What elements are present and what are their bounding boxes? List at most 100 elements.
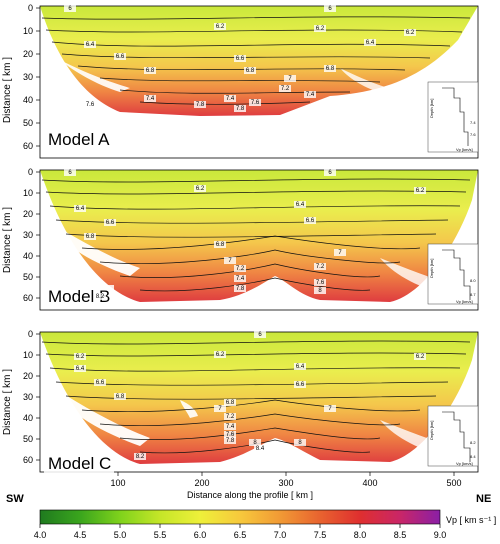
svg-text:8.7: 8.7: [470, 292, 476, 297]
y-tick-label: 0: [28, 3, 33, 13]
x-tick-label: 500: [446, 478, 461, 488]
contour-label: 7.8: [236, 286, 245, 292]
y-tick-label: 10: [23, 350, 33, 360]
svg-text:7.6: 7.6: [470, 132, 476, 137]
svg-text:Depth [km]: Depth [km]: [429, 421, 434, 440]
contour-label: 6.2: [316, 26, 325, 32]
contour-label-bg: [294, 381, 306, 388]
contour-label-bg: [64, 5, 76, 12]
y-tick-label: 60: [23, 455, 33, 465]
contour-lines: [41, 340, 471, 454]
colorbar-label: Vp [ km s⁻¹ ]: [446, 515, 496, 525]
model-label: Model B: [48, 287, 110, 306]
colorbar-tick-label: 6.0: [194, 530, 207, 540]
contour-label: 6.4: [86, 42, 95, 48]
contour-label: 7.6: [86, 102, 95, 108]
contour-label-bg: [194, 185, 206, 192]
inset-velocity-profile: 7.4 7.6 Depth [km] Vp [km/s]: [427, 81, 479, 153]
y-tick-label: 50: [23, 272, 33, 282]
contour-label: 6.8: [86, 234, 95, 240]
contour-label: 6.8: [246, 68, 255, 74]
contour-label: 6: [328, 170, 332, 176]
contour-label: 8: [298, 440, 302, 446]
colorbar-tick-label: 8.5: [394, 530, 407, 540]
contour-label: 8: [318, 288, 322, 294]
contour-label-bg: [74, 205, 86, 212]
contour-label: 7: [288, 76, 292, 82]
svg-text:Vp [km/s]: Vp [km/s]: [456, 147, 473, 152]
contour-label-bg: [224, 431, 236, 438]
colorbar-tick-label: 7.0: [274, 530, 287, 540]
contour-label-bg: [324, 169, 336, 176]
contour-label-bg: [134, 453, 146, 460]
contour-label-bg: [114, 53, 126, 60]
svg-text:Depth [km]: Depth [km]: [429, 259, 434, 278]
contour-label-bg: [324, 65, 336, 72]
contour-label: 6.4: [76, 366, 85, 372]
contour-label-bg: [214, 351, 226, 358]
colorbar-tick-label: 7.5: [314, 530, 327, 540]
contour-label-bg: [234, 265, 246, 272]
inset-velocity-profile: 8.2 8.4 Depth [km] Vp [km/s]: [427, 405, 479, 467]
contour-label: 7: [338, 250, 342, 256]
contour-label: 7: [218, 406, 222, 412]
contour-label: 6.6: [106, 220, 115, 226]
contour-label: 7: [228, 258, 232, 264]
x-tick-label: 100: [110, 478, 125, 488]
contour-label: 6.4: [366, 40, 375, 46]
contour-label: 7.6: [316, 280, 325, 286]
svg-text:8.4: 8.4: [470, 454, 476, 459]
panel-model-b: 0 10 20 30 40 50 60 Distance [ km ] Model B 8.…: [2, 167, 479, 311]
unresolved-zone: [60, 60, 130, 92]
contour-label-bg: [74, 365, 86, 372]
y-axis-label: Distance [ km ]: [2, 207, 13, 273]
contour-label-bg: [234, 285, 246, 292]
model-label-box: [44, 128, 114, 150]
y-tick-label: 50: [23, 434, 33, 444]
colorbar-tick-label: 4.5: [74, 530, 87, 540]
contour-label: 6: [68, 170, 72, 176]
y-axis-label: Distance [ km ]: [2, 369, 13, 435]
contour-label: 6.4: [296, 364, 305, 370]
contour-label: 6.4: [76, 206, 85, 212]
x-axis-ticks: 100 200 300 400 500: [110, 472, 462, 488]
contour-label-bg: [94, 379, 106, 386]
contour-label: 6.2: [76, 354, 85, 360]
contour-label: 6: [68, 6, 72, 12]
contour-label-bg: [84, 101, 96, 108]
contour-label-bg: [314, 25, 326, 32]
contour-label: 7: [328, 406, 332, 412]
colorbar-tick-label: 5.0: [114, 530, 127, 540]
colorbar-tick-label: 5.5: [154, 530, 167, 540]
colorbar-gradient: [39, 509, 441, 525]
contour-label-bg: [254, 445, 266, 452]
contour-label: 6.6: [236, 56, 245, 62]
contour-label: 6.2: [416, 188, 425, 194]
contour-label-bg: [334, 249, 346, 256]
contour-label: 8.2: [96, 294, 105, 300]
unresolved-zone: [180, 400, 198, 418]
contour-label: 7.2: [236, 266, 245, 272]
velocity-field: [40, 332, 478, 464]
y-tick-label: 10: [23, 188, 33, 198]
contour-label-bg: [314, 263, 326, 270]
colorbar-tick-label: 4.0: [34, 530, 47, 540]
colorbar: 4.0 4.5 5.0 5.5 6.0 6.5 7.0 7.5 8.0 8.5 9.0 Vp [ k…: [34, 509, 496, 540]
contour-label: 7.2: [226, 414, 235, 420]
contour-label-bg: [284, 75, 296, 82]
x-tick-label: 200: [194, 478, 209, 488]
svg-text:8.0: 8.0: [470, 278, 476, 283]
contour-label: 8.4: [256, 446, 265, 452]
y-tick-label: 10: [23, 26, 33, 36]
contour-label-bg: [294, 363, 306, 370]
contour-label: 7.8: [236, 106, 245, 112]
contour-label-bg: [114, 393, 126, 400]
contour-label: 6.6: [116, 54, 125, 60]
contour-label-bg: [324, 405, 336, 412]
contour-label-bg: [214, 241, 226, 248]
contour-label: 6: [328, 6, 332, 12]
contour-lines: [41, 178, 471, 292]
contour-label-bg: [74, 353, 86, 360]
contour-label: 6.2: [216, 352, 225, 358]
